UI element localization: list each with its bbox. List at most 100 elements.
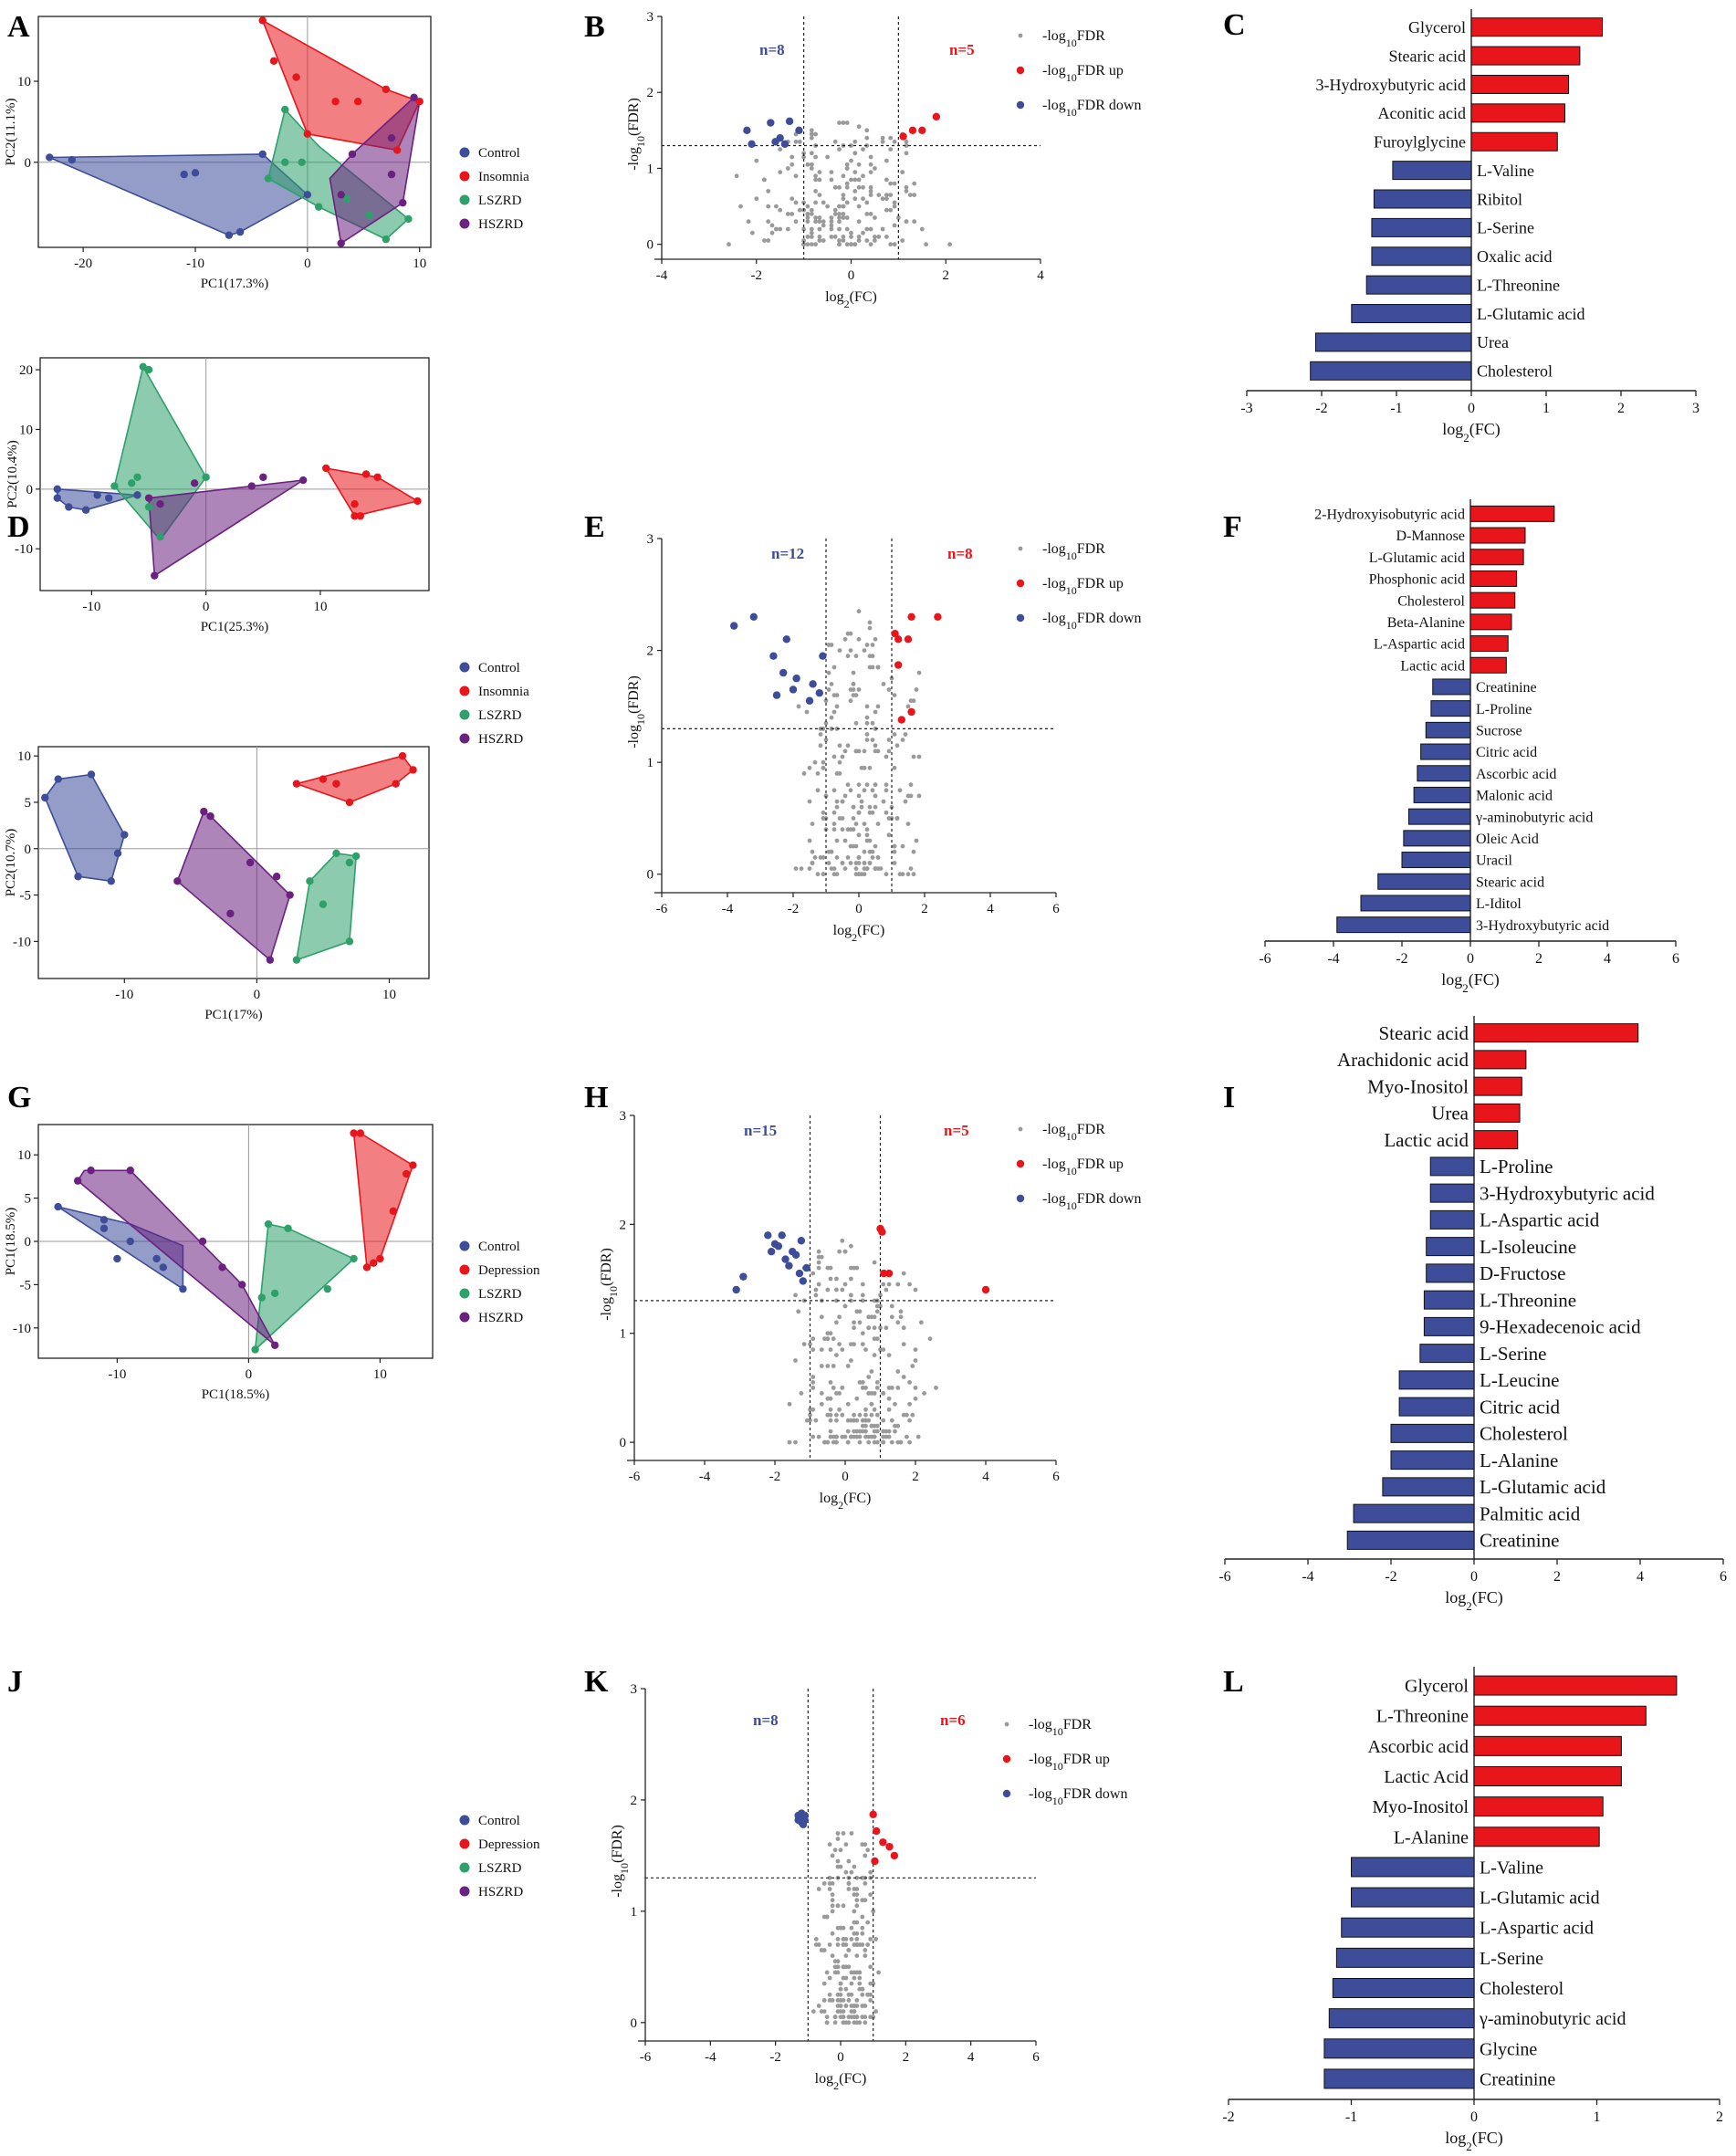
- bar-label: L-Glutamic acid: [1480, 1889, 1600, 1909]
- grey-point: [863, 2015, 868, 2020]
- grey-point: [844, 120, 850, 125]
- bar-label: L-Serine: [1477, 219, 1534, 237]
- grey-point: [884, 1287, 889, 1293]
- bar-label: Ribitol: [1477, 190, 1522, 208]
- x-tick-label: -2: [751, 268, 763, 283]
- point-depression: [398, 751, 407, 760]
- grey-point: [838, 1992, 843, 1997]
- grey-point: [826, 687, 831, 692]
- down-point: [799, 1277, 807, 1285]
- grey-point: [852, 2009, 857, 2015]
- point-control: [68, 155, 77, 164]
- grey-point: [837, 184, 842, 190]
- point-hszrd: [271, 1341, 279, 1349]
- grey-point: [901, 1342, 906, 1346]
- x-tick-label: 6: [1032, 2050, 1040, 2065]
- grey-point: [750, 230, 755, 235]
- grey-point: [868, 184, 873, 190]
- grey-point: [863, 1407, 868, 1412]
- grey-point: [807, 866, 812, 871]
- bar: [1408, 808, 1471, 825]
- down-point: [815, 688, 823, 697]
- n-up-count: n=6: [940, 1711, 966, 1729]
- grey-point: [872, 1260, 877, 1265]
- grey-point: [818, 732, 823, 737]
- point-lszrd: [404, 215, 413, 224]
- grey-point: [790, 212, 795, 216]
- grey-point: [851, 816, 856, 821]
- grey-point: [840, 1287, 845, 1293]
- grey-point: [848, 861, 853, 865]
- x-tick-label: 0: [304, 256, 311, 271]
- point-control: [87, 770, 96, 779]
- grey-point: [852, 1429, 856, 1434]
- bar-label: 3-Hydroxybutyric acid: [1476, 918, 1609, 934]
- legend-label-post: FDR up: [1077, 576, 1124, 591]
- grey-point: [865, 1942, 871, 1947]
- grey-point: [860, 1380, 865, 1385]
- legend-marker: [1016, 613, 1025, 623]
- grey-point: [834, 704, 840, 709]
- down-point: [795, 1269, 804, 1278]
- y-axis-label: -log10(FDR): [599, 1248, 620, 1321]
- bar-label: Malonic acid: [1476, 789, 1553, 804]
- bar-label: Stearic acid: [1378, 1022, 1469, 1044]
- bar: [1323, 2038, 1475, 2059]
- grey-point: [829, 223, 834, 228]
- point-lszrd: [257, 1293, 266, 1302]
- grey-point: [808, 1412, 812, 1418]
- grey-point: [849, 242, 853, 247]
- bar: [1417, 765, 1471, 782]
- grey-point: [905, 1412, 909, 1418]
- grey-point: [809, 207, 814, 213]
- grey-point: [837, 238, 842, 243]
- point-lszrd: [271, 1289, 279, 1298]
- grey-point: [834, 838, 840, 843]
- grey-point: [849, 1831, 854, 1836]
- down-point: [797, 1237, 806, 1245]
- x-axis-label: PC1(17.3%): [201, 277, 269, 291]
- grey-point: [766, 189, 771, 194]
- up-point: [932, 112, 941, 121]
- point-insomnia: [269, 57, 278, 66]
- y-axis-label-pre: -log: [599, 1297, 614, 1321]
- grey-point: [856, 636, 862, 642]
- x-tick-label: 2: [1535, 951, 1543, 967]
- grey-point: [868, 193, 873, 198]
- bar-label: Ascorbic acid: [1367, 1737, 1469, 1757]
- grey-point: [793, 1439, 798, 1445]
- grey-point: [863, 1842, 868, 1847]
- chart-I: Stearic acid Arachidonic acid Myo-Inositol…: [1218, 1016, 1727, 1613]
- grey-point: [872, 1434, 877, 1439]
- y-tick-label: 5: [25, 796, 32, 811]
- grey-point: [808, 1342, 812, 1346]
- bar-label: L-Proline: [1480, 1156, 1553, 1177]
- legend-label-sub: 10: [1052, 1760, 1063, 1773]
- grey-point: [801, 154, 806, 160]
- grey-point: [845, 1418, 851, 1423]
- grey-point: [856, 124, 862, 130]
- bar: [1429, 1209, 1475, 1230]
- x-axis-label-sub: 2: [1466, 2140, 1472, 2153]
- grey-point: [835, 1942, 841, 1947]
- point-lszrd: [128, 479, 136, 487]
- grey-point: [809, 242, 814, 247]
- legend-label: LSZRD: [478, 194, 522, 208]
- x-axis-label: log2(FC): [1445, 1588, 1503, 1613]
- grey-point: [778, 170, 783, 175]
- grey-point: [864, 200, 870, 205]
- grey-point: [893, 1429, 897, 1434]
- bar: [1382, 1477, 1475, 1497]
- bar-label: Myo-Inositol: [1372, 1797, 1469, 1817]
- grey-point: [866, 1434, 872, 1439]
- grey-point: [825, 1287, 831, 1293]
- x-tick-label: -4: [1302, 1569, 1313, 1585]
- up-point: [904, 635, 913, 644]
- grey-point: [853, 866, 859, 871]
- grey-point: [812, 759, 818, 765]
- plot-frame: [37, 746, 430, 979]
- legend-marker: [459, 662, 470, 673]
- grey-point: [828, 1380, 833, 1385]
- grey-point: [868, 1892, 873, 1898]
